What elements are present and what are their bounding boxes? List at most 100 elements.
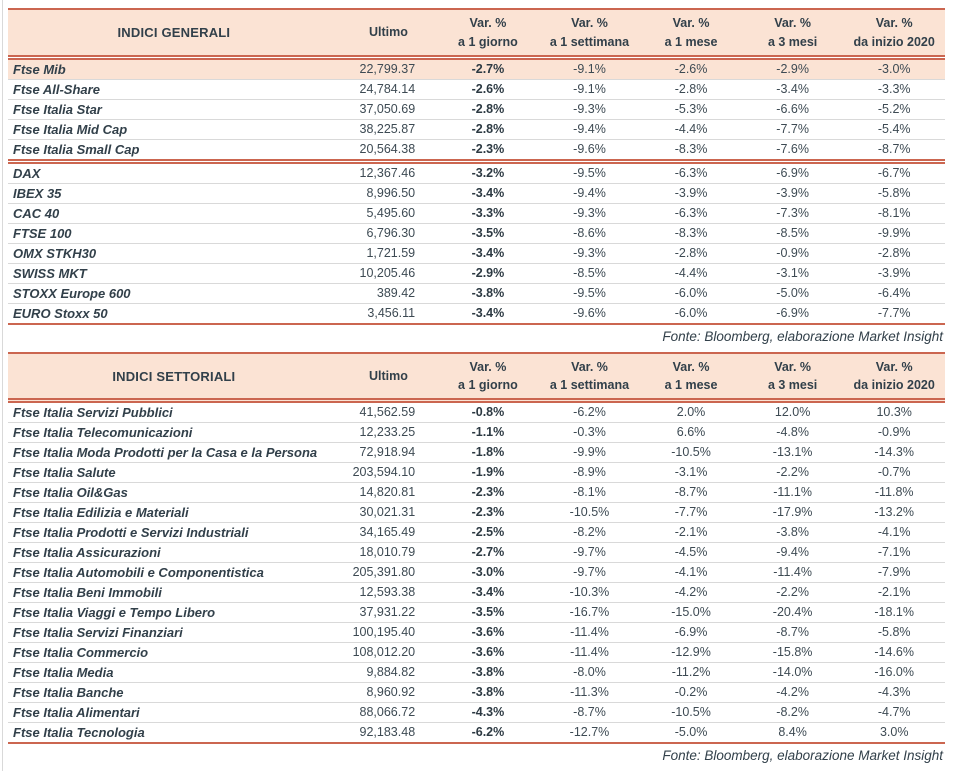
var-percent-cell: -10.5%: [538, 502, 641, 523]
indici-settoriali-table: INDICI SETTORIALI Ultimo Var. % a 1 gior…: [8, 351, 945, 744]
var-percent-cell: -4.1%: [640, 562, 742, 583]
var-percent-cell: -1.9%: [437, 462, 539, 483]
var-percent-cell: -3.9%: [741, 183, 844, 204]
var-percent-cell: -11.4%: [538, 622, 641, 643]
var-percent-cell: -2.9%: [437, 263, 539, 284]
var-percent-cell: -8.5%: [538, 263, 641, 284]
var-percent-cell: -5.3%: [640, 99, 742, 120]
var-percent-cell: -14.6%: [843, 642, 945, 663]
var-percent-cell: -11.4%: [741, 562, 844, 583]
var-percent-cell: -10.5%: [640, 442, 742, 463]
var-percent-cell: -2.7%: [437, 57, 539, 80]
ultimo-value-cell: 24,784.14: [339, 79, 438, 100]
var-percent-cell: -10.3%: [538, 582, 641, 603]
var-percent-cell: -8.7%: [843, 139, 945, 162]
var-percent-cell: -9.7%: [538, 562, 641, 583]
ultimo-value-cell: 34,165.49: [339, 522, 438, 543]
var-percent-cell: -3.1%: [741, 263, 844, 284]
var-percent-cell: -6.0%: [640, 303, 742, 324]
var-percent-cell: -6.0%: [640, 283, 742, 304]
var-percent-cell: -11.4%: [538, 642, 641, 663]
ultimo-value-cell: 72,918.94: [339, 442, 438, 463]
var-percent-cell: -1.1%: [437, 422, 539, 443]
ultimo-value-cell: 14,820.81: [339, 482, 438, 503]
ultimo-value-cell: 8,996.50: [339, 183, 438, 204]
international-indices-section: DAX 12,367.46 -3.2% -9.5% -6.3% -6.9% -6.7% IBE…: [8, 161, 945, 324]
index-name-cell: STOXX Europe 600: [8, 283, 340, 304]
var-percent-cell: -9.4%: [538, 119, 641, 140]
index-name-cell: Ftse Italia Salute: [8, 462, 340, 483]
table-row: Ftse Italia Assicurazioni 18,010.79 -2.7% -…: [8, 542, 945, 563]
ultimo-value-cell: 108,012.20: [339, 642, 438, 663]
index-name-cell: SWISS MKT: [8, 263, 340, 284]
table-row: Ftse Italia Media 9,884.82 -3.8% -8.0% -11.2…: [8, 662, 945, 683]
table-row: Ftse Mib 22,799.37 -2.7% -9.1% -2.6% -2.9% -3.…: [8, 57, 945, 80]
var-percent-cell: -0.2%: [640, 682, 742, 703]
var-percent-cell: -5.0%: [640, 722, 742, 744]
var-percent-cell: 8.4%: [741, 722, 844, 744]
var-percent-cell: 3.0%: [843, 722, 945, 744]
index-name-cell: Ftse Italia Viaggi e Tempo Libero: [8, 602, 340, 623]
var-percent-cell: -3.3%: [843, 79, 945, 100]
index-name-cell: DAX: [8, 161, 340, 184]
var-percent-cell: -0.7%: [843, 462, 945, 483]
index-name-cell: Ftse Italia Media: [8, 662, 340, 683]
var-percent-cell: -2.2%: [741, 582, 844, 603]
var-percent-cell: -8.1%: [843, 203, 945, 224]
var-percent-cell: -11.3%: [538, 682, 641, 703]
var-percent-cell: -6.3%: [640, 203, 742, 224]
var-percent-cell: -8.7%: [538, 702, 641, 723]
var-percent-cell: -1.8%: [437, 442, 539, 463]
ultimo-value-cell: 30,021.31: [339, 502, 438, 523]
column-header-var-inizio-2020: Var. % da inizio 2020: [843, 9, 945, 60]
var-percent-cell: -3.6%: [437, 642, 539, 663]
var-percent-cell: -2.5%: [437, 522, 539, 543]
var-percent-cell: -9.5%: [538, 283, 641, 304]
table-row: Ftse Italia Tecnologia 92,183.48 -6.2% -12.…: [8, 722, 945, 744]
var-percent-cell: -2.6%: [640, 57, 742, 80]
table-row: STOXX Europe 600 389.42 -3.8% -9.5% -6.0% -5.…: [8, 283, 945, 304]
var-percent-cell: -10.5%: [640, 702, 742, 723]
var-percent-cell: -6.4%: [843, 283, 945, 304]
ultimo-value-cell: 20,564.38: [339, 139, 438, 162]
var-percent-cell: -13.1%: [741, 442, 844, 463]
var-percent-cell: -6.9%: [741, 161, 844, 184]
var-percent-cell: -4.2%: [640, 582, 742, 603]
column-header-var-1-mese: Var. % a 1 mese: [640, 352, 742, 403]
var-percent-cell: -4.7%: [843, 702, 945, 723]
var-percent-cell: -13.2%: [843, 502, 945, 523]
ultimo-value-cell: 1,721.59: [339, 243, 438, 264]
var-percent-cell: -12.9%: [640, 642, 742, 663]
table-row: Ftse Italia Beni Immobili 12,593.38 -3.4% -…: [8, 582, 945, 603]
index-name-cell: CAC 40: [8, 203, 340, 224]
var-percent-cell: -8.2%: [741, 702, 844, 723]
var-percent-cell: -9.3%: [538, 99, 641, 120]
var-percent-cell: -16.7%: [538, 602, 641, 623]
var-percent-cell: -17.9%: [741, 502, 844, 523]
column-header-var-3-mesi: Var. % a 3 mesi: [741, 352, 844, 403]
table-row: Ftse Italia Small Cap 20,564.38 -2.3% -9.6%…: [8, 139, 945, 162]
ultimo-value-cell: 100,195.40: [339, 622, 438, 643]
var-percent-cell: -9.9%: [538, 442, 641, 463]
var-percent-cell: -3.8%: [437, 662, 539, 683]
table-row: Ftse Italia Automobili e Componentistica…: [8, 562, 945, 583]
var-percent-cell: -15.0%: [640, 602, 742, 623]
indici-settoriali-header: INDICI SETTORIALI Ultimo Var. % a 1 gior…: [8, 352, 945, 403]
ultimo-value-cell: 18,010.79: [339, 542, 438, 563]
var-percent-cell: -4.3%: [843, 682, 945, 703]
column-header-var-3-mesi: Var. % a 3 mesi: [741, 9, 844, 60]
var-percent-cell: -8.0%: [538, 662, 641, 683]
var-percent-cell: -7.3%: [741, 203, 844, 224]
column-header-var-1-settimana: Var. % a 1 settimana: [538, 352, 641, 403]
table-row: Ftse Italia Salute 203,594.10 -1.9% -8.9% -3…: [8, 462, 945, 483]
table-row: Ftse Italia Servizi Finanziari 100,195.40…: [8, 622, 945, 643]
var-percent-cell: -2.9%: [741, 57, 844, 80]
var-percent-cell: -15.8%: [741, 642, 844, 663]
var-percent-cell: -0.9%: [843, 422, 945, 443]
ultimo-value-cell: 389.42: [339, 283, 438, 304]
index-name-cell: Ftse Italia Commercio: [8, 642, 340, 663]
ultimo-value-cell: 88,066.72: [339, 702, 438, 723]
var-percent-cell: -0.9%: [741, 243, 844, 264]
var-percent-cell: -3.9%: [640, 183, 742, 204]
